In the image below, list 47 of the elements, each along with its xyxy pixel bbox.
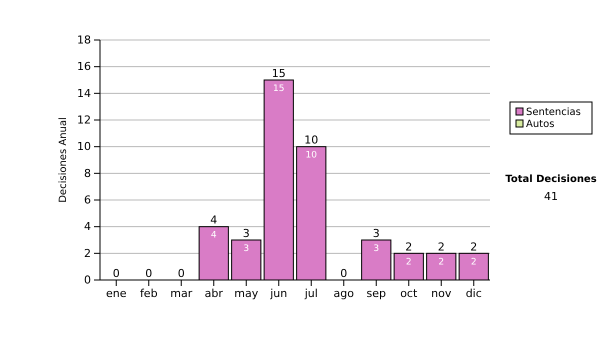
data-label: 2 <box>438 257 444 268</box>
x-tick-label: ene <box>106 286 127 300</box>
legend-label: Autos <box>526 119 554 130</box>
total-label: 3 <box>372 227 380 240</box>
total-label: 15 <box>272 67 286 80</box>
x-tick-label: oct <box>400 286 418 300</box>
y-tick-label: 0 <box>84 274 91 287</box>
x-tick-label: may <box>234 286 259 300</box>
x-tick-label: abr <box>204 286 224 300</box>
total-label: 0 <box>112 267 120 280</box>
y-tick-label: 14 <box>77 86 91 100</box>
data-label: 15 <box>273 84 284 94</box>
x-tick-label: jul <box>304 286 318 300</box>
x-tick-label: sep <box>366 286 386 300</box>
text: 41 <box>544 190 558 203</box>
data-label: 10 <box>306 150 318 161</box>
total-label: 3 <box>242 227 250 240</box>
y-tick-label: 2 <box>84 246 91 260</box>
x-tick-label: ago <box>334 286 354 300</box>
y-tick-label: 4 <box>84 220 91 234</box>
y-tick-label: 6 <box>84 194 91 207</box>
data-label: 2 <box>406 257 412 268</box>
text: Total Decisiones <box>505 174 597 185</box>
total-label: 2 <box>438 240 445 254</box>
y-tick-label: 16 <box>77 60 91 74</box>
y-tick-label: 12 <box>77 114 91 127</box>
total-label: 4 <box>210 214 218 227</box>
data-label: 2 <box>470 257 477 268</box>
y-tick-label: 10 <box>77 140 91 154</box>
data-label: 4 <box>210 230 217 241</box>
y-axis-title: Decisiones Anual <box>58 117 69 203</box>
x-tick-label: jun <box>269 286 288 300</box>
y-tick-label: 8 <box>84 166 91 180</box>
x-tick-label: dic <box>466 286 482 300</box>
legend-label: Sentencias <box>526 107 581 118</box>
total-label: 0 <box>145 267 152 280</box>
data-label: 3 <box>373 244 380 254</box>
x-tick-label: feb <box>140 286 158 300</box>
x-tick-label: nov <box>431 286 452 300</box>
x-tick-label: mar <box>170 286 193 300</box>
y-tick-label: 18 <box>77 34 91 47</box>
total-label: 2 <box>470 240 478 254</box>
total-label: 10 <box>304 134 318 147</box>
total-label: 0 <box>340 267 348 280</box>
total-label: 2 <box>405 240 412 254</box>
total-label: 0 <box>178 267 185 280</box>
data-label: 3 <box>243 244 250 254</box>
